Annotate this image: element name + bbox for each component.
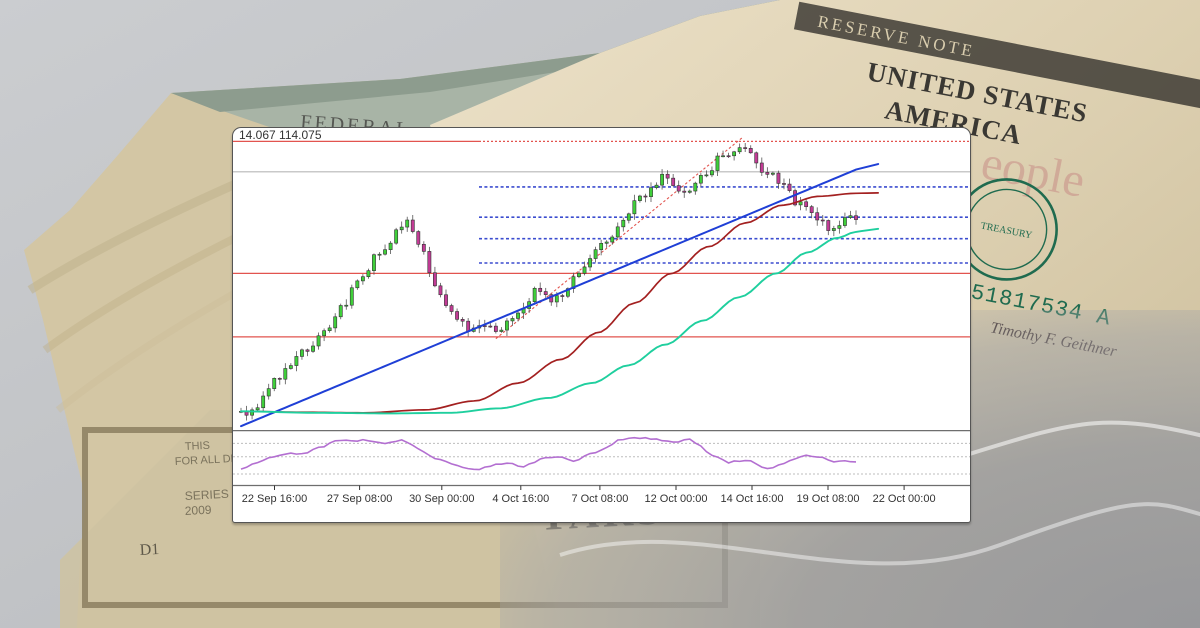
- svg-text:2009: 2009: [184, 503, 212, 518]
- svg-text:22 Oct 00:00: 22 Oct 00:00: [873, 493, 936, 505]
- svg-text:D1: D1: [139, 541, 159, 559]
- svg-text:14 Oct 16:00: 14 Oct 16:00: [721, 493, 784, 505]
- svg-text:22 Sep 16:00: 22 Sep 16:00: [242, 493, 307, 505]
- svg-text:14.067 114.075: 14.067 114.075: [239, 128, 322, 142]
- svg-text:19 Oct 08:00: 19 Oct 08:00: [797, 493, 860, 505]
- svg-text:THIS: THIS: [185, 440, 211, 453]
- svg-text:30 Sep 00:00: 30 Sep 00:00: [409, 493, 474, 505]
- svg-text:12 Oct 00:00: 12 Oct 00:00: [645, 493, 708, 505]
- svg-text:27 Sep 08:00: 27 Sep 08:00: [327, 493, 392, 505]
- svg-text:4 Oct 16:00: 4 Oct 16:00: [492, 493, 549, 505]
- svg-text:SERIES: SERIES: [184, 487, 229, 503]
- svg-text:7 Oct 08:00: 7 Oct 08:00: [571, 493, 628, 505]
